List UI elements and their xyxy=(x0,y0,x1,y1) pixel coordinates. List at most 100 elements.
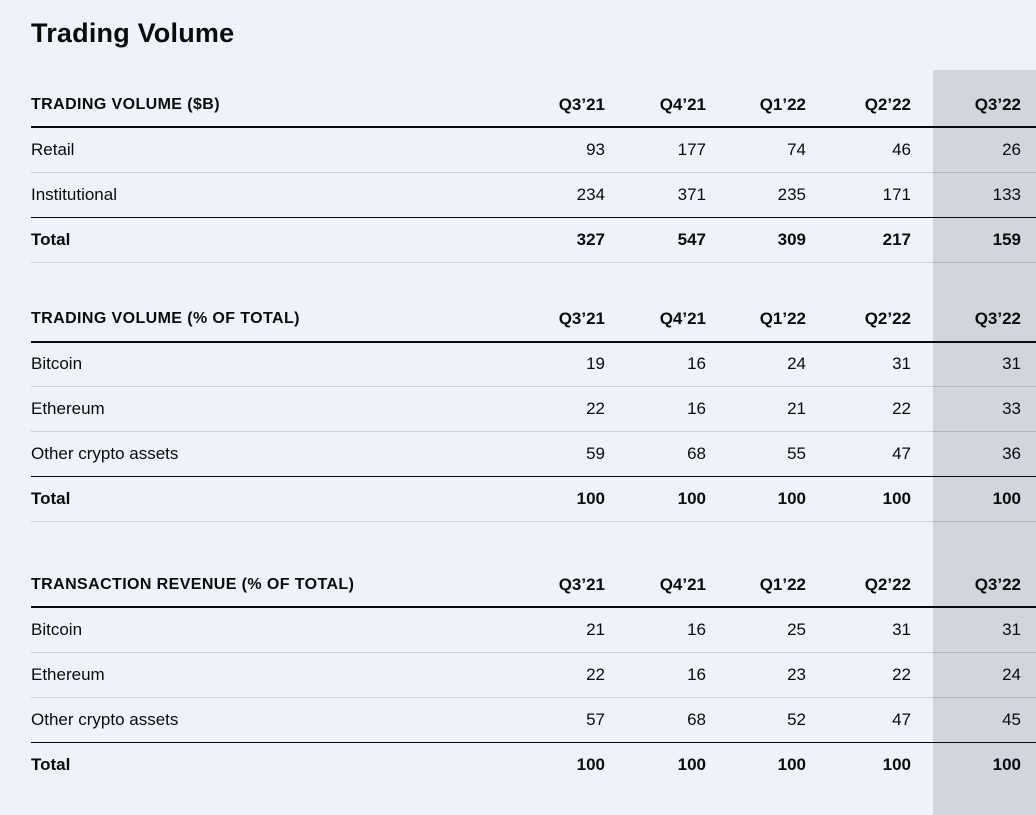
cell-value: 23 xyxy=(787,664,806,684)
section-header: TRADING VOLUME ($B) xyxy=(31,95,220,113)
table-transaction-revenue-pct: TRANSACTION REVENUE (% OF TOTAL) Q3’21 Q… xyxy=(31,563,1036,787)
page-content: Trading Volume TRADING VOLUME ($B) Q3’21… xyxy=(31,18,1036,787)
column-header-highlighted: Q3’22 xyxy=(974,309,1021,328)
total-row: Total 100 100 100 100 100 xyxy=(31,742,1036,787)
column-header: Q4’21 xyxy=(659,309,706,328)
cell-value: 36 xyxy=(1002,444,1021,463)
table-row: Bitcoin 19 16 24 31 31 xyxy=(31,342,1036,387)
cell-value: 100 xyxy=(677,754,706,774)
cell-value: 100 xyxy=(992,489,1021,508)
column-header: Q1’22 xyxy=(759,309,806,328)
cell-value: 68 xyxy=(687,709,706,729)
table-row: Ethereum 22 16 21 22 33 xyxy=(31,387,1036,432)
cell-value: 19 xyxy=(586,354,605,374)
section-header: TRADING VOLUME (% OF TOTAL) xyxy=(31,310,300,327)
cell-value: 234 xyxy=(576,184,605,204)
cell-value: 100 xyxy=(777,489,806,508)
cell-value: 217 xyxy=(882,229,911,249)
cell-value: 57 xyxy=(586,709,605,729)
column-header: Q2’22 xyxy=(864,94,911,114)
cell-value: 100 xyxy=(576,489,605,508)
row-label: Total xyxy=(31,229,71,249)
table-row: Ethereum 22 16 23 22 24 xyxy=(31,652,1036,697)
row-label: Total xyxy=(31,754,71,774)
row-label: Total xyxy=(31,489,71,508)
table-trading-volume-b: TRADING VOLUME ($B) Q3’21 Q4’21 Q1’22 Q2… xyxy=(31,83,1036,263)
cell-value: 33 xyxy=(1002,399,1021,418)
column-header: Q3’21 xyxy=(558,574,605,594)
cell-value: 100 xyxy=(882,489,911,508)
column-header: Q2’22 xyxy=(864,309,911,328)
row-label: Institutional xyxy=(31,184,117,204)
table-header-row: TRADING VOLUME (% OF TOTAL) Q3’21 Q4’21 … xyxy=(31,298,1036,342)
cell-value: 327 xyxy=(576,229,605,249)
cell-value: 100 xyxy=(992,754,1021,774)
cell-value: 235 xyxy=(777,184,806,204)
cell-value: 31 xyxy=(892,619,911,639)
table-trading-volume-pct: TRADING VOLUME (% OF TOTAL) Q3’21 Q4’21 … xyxy=(31,298,1036,523)
row-label: Bitcoin xyxy=(31,354,83,374)
cell-value: 24 xyxy=(787,354,806,374)
highlight-column-band xyxy=(933,70,1036,815)
cell-value: 31 xyxy=(1002,619,1021,639)
cell-value: 25 xyxy=(787,619,806,639)
cell-value: 47 xyxy=(892,709,911,729)
cell-value: 21 xyxy=(586,619,605,639)
cell-value: 22 xyxy=(586,664,605,684)
cell-value: 26 xyxy=(1002,139,1021,159)
column-header: Q4’21 xyxy=(659,574,706,594)
cell-value: 31 xyxy=(1002,354,1021,374)
table-header-row: TRANSACTION REVENUE (% OF TOTAL) Q3’21 Q… xyxy=(31,563,1036,607)
cell-value: 16 xyxy=(687,354,706,374)
cell-value: 21 xyxy=(787,399,806,418)
cell-value: 309 xyxy=(777,229,806,249)
row-label: Other crypto assets xyxy=(31,709,179,729)
cell-value: 45 xyxy=(1002,709,1021,729)
table-header-row: TRADING VOLUME ($B) Q3’21 Q4’21 Q1’22 Q2… xyxy=(31,83,1036,127)
column-header: Q1’22 xyxy=(759,574,806,594)
table-row: Other crypto assets 57 68 52 47 45 xyxy=(31,697,1036,742)
cell-value: 46 xyxy=(892,139,911,159)
page-title: Trading Volume xyxy=(31,18,235,48)
row-label: Ethereum xyxy=(31,664,105,684)
cell-value: 59 xyxy=(586,444,605,463)
cell-value: 22 xyxy=(892,399,911,418)
table-row: Retail 93 177 74 46 26 xyxy=(31,127,1036,172)
cell-value: 133 xyxy=(992,184,1021,204)
cell-value: 171 xyxy=(882,184,911,204)
cell-value: 100 xyxy=(882,754,911,774)
cell-value: 159 xyxy=(992,229,1021,249)
cell-value: 16 xyxy=(687,664,706,684)
total-row: Total 327 547 309 217 159 xyxy=(31,217,1036,262)
row-label: Retail xyxy=(31,139,75,159)
cell-value: 16 xyxy=(687,619,706,639)
table-row: Institutional 234 371 235 171 133 xyxy=(31,172,1036,217)
total-row: Total 100 100 100 100 100 xyxy=(31,477,1036,522)
cell-value: 74 xyxy=(787,139,806,159)
cell-value: 31 xyxy=(892,354,911,374)
table-row: Other crypto assets 59 68 55 47 36 xyxy=(31,432,1036,477)
column-header-highlighted: Q3’22 xyxy=(974,574,1021,594)
cell-value: 52 xyxy=(787,709,806,729)
cell-value: 16 xyxy=(687,399,706,418)
cell-value: 371 xyxy=(677,184,706,204)
cell-value: 24 xyxy=(1002,664,1021,684)
row-label: Ethereum xyxy=(31,399,105,418)
table-row: Bitcoin 21 16 25 31 31 xyxy=(31,607,1036,652)
cell-value: 22 xyxy=(586,399,605,418)
cell-value: 177 xyxy=(677,139,706,159)
cell-value: 47 xyxy=(892,444,911,463)
cell-value: 100 xyxy=(576,754,605,774)
column-header: Q3’21 xyxy=(558,309,605,328)
row-label: Bitcoin xyxy=(31,619,83,639)
cell-value: 22 xyxy=(892,664,911,684)
cell-value: 93 xyxy=(586,139,605,159)
column-header: Q2’22 xyxy=(864,574,911,594)
cell-value: 100 xyxy=(777,754,806,774)
cell-value: 55 xyxy=(787,444,806,463)
cell-value: 100 xyxy=(677,489,706,508)
column-header: Q3’21 xyxy=(558,94,605,114)
column-header: Q4’21 xyxy=(659,94,706,114)
column-header-highlighted: Q3’22 xyxy=(974,94,1021,114)
cell-value: 547 xyxy=(677,229,706,249)
